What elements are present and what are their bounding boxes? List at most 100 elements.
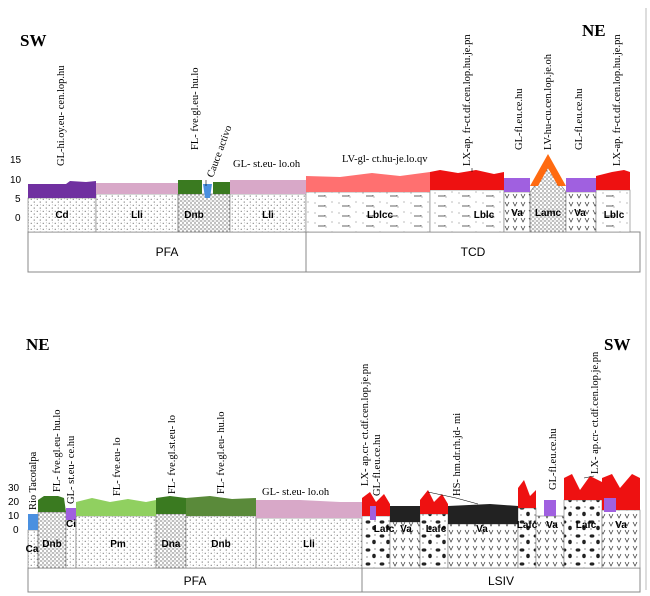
top-soil-lblc-2 bbox=[596, 170, 630, 190]
bottom-tick-10: 10 bbox=[8, 511, 20, 522]
top-unit-code-lblc-2: Lblc bbox=[604, 210, 625, 221]
bottom-unit-code-va-2: Va bbox=[476, 524, 488, 535]
bottom-bottom-bar bbox=[27, 567, 641, 593]
bottom-unit-code-va: Va bbox=[400, 524, 412, 535]
top-bar-label-tcd: TCD bbox=[461, 245, 486, 259]
bottom-soil-rio bbox=[28, 514, 38, 530]
bottom-unit-body-lli bbox=[255, 517, 363, 569]
bottom-unit-code-lafc-2: Lafc bbox=[426, 524, 447, 535]
top-label-gl-fl: GL-fl.eu.ce.hu bbox=[514, 88, 525, 150]
bottom-unit-code-va-4: Va bbox=[615, 520, 627, 531]
top-soil-lblc bbox=[430, 170, 504, 190]
top-tick-0: 0 bbox=[15, 213, 21, 224]
bottom-soil-lafc-3 bbox=[518, 480, 536, 508]
top-unit-code-lblc: Lblc bbox=[474, 210, 495, 221]
top-soil-va-2 bbox=[566, 178, 596, 192]
top-unit-code-lamc: Lamc bbox=[535, 208, 562, 219]
bottom-unit-code-dna: Dna bbox=[162, 539, 181, 550]
bottom-unit-code-dnb: Dnb bbox=[42, 539, 61, 550]
top-label-cauce-activo: Cauce activo bbox=[205, 124, 234, 179]
top-bottom-bar bbox=[27, 231, 641, 273]
top-soil-cauce bbox=[203, 184, 212, 198]
top-unit-body-lli bbox=[95, 193, 179, 233]
bottom-leader-lx bbox=[583, 475, 595, 479]
bottom-soil-dnb bbox=[38, 496, 66, 512]
top-label-lx-ap: LX-ap. fr-ct.df.cen.lop.hu.je.pn bbox=[462, 34, 473, 166]
bottom-unit-body-lafc bbox=[361, 515, 391, 569]
bottom-label-fl-fve: FL- fve.gl.eu- hu.lo bbox=[52, 409, 63, 492]
top-dir-left: SW bbox=[20, 31, 46, 50]
bottom-label-lx-ap-2: LX- ap.cr- ct.df.cen.lop.je.pn bbox=[590, 351, 601, 474]
bottom-label-fl-fve-eu: FL- fve.eu- lo bbox=[112, 437, 123, 496]
bottom-label-fl-fve-gl-st: FL- fve.gl.st.eu- lo bbox=[167, 415, 178, 494]
top-dir-right: NE bbox=[582, 21, 606, 40]
bottom-dir-left: NE bbox=[26, 335, 50, 354]
bottom-unit-body-va bbox=[389, 521, 421, 569]
bottom-soil-hs-2 bbox=[448, 504, 518, 524]
top-soil-lamc bbox=[530, 154, 566, 186]
top-label-gl-hi: GL-hi.oy.eu- cen.lop.hu bbox=[56, 65, 67, 166]
bottom-unit-code-dnb-2: Dnb bbox=[211, 539, 230, 550]
bottom-soil-dna bbox=[156, 496, 186, 514]
top-soil-lli bbox=[96, 183, 178, 194]
bottom-bar-label-pfa: PFA bbox=[184, 574, 207, 588]
bottom-tick-0: 0 bbox=[13, 525, 19, 536]
bottom-unit-body-va-4 bbox=[601, 509, 641, 569]
bottom-soil-lafc-2 bbox=[420, 490, 448, 514]
top-soil-lli-2 bbox=[230, 180, 306, 194]
top-label-fl-fve: FL- fve.gl.eu- hu.lo bbox=[190, 67, 201, 150]
bottom-soil-hs bbox=[390, 506, 420, 522]
top-label-gl-fl-2: GL-fl.eu.ce.hu bbox=[574, 88, 585, 150]
bottom-soil-va-cap bbox=[604, 498, 616, 512]
top-soil-cd bbox=[28, 181, 96, 198]
bottom-unit-body-dnb bbox=[37, 511, 67, 569]
bottom-soil-dnb-2 bbox=[186, 496, 256, 516]
top-bar-label-pfa: PFA bbox=[156, 245, 179, 259]
top-soil-lblcc bbox=[306, 172, 430, 192]
bottom-label-gl-st: GL- st.eu- ce.hu bbox=[66, 435, 77, 504]
bottom-bar-label-lsiv: LSIV bbox=[488, 574, 514, 588]
bottom-label-lx-ap: LX- ap.cr- ct.df.cen.lop.je.pn bbox=[360, 363, 371, 486]
bottom-soil-ci bbox=[66, 508, 76, 520]
bottom-soil-gl-fl-2 bbox=[544, 500, 556, 516]
bottom-leader-hs-b bbox=[455, 497, 479, 505]
top-unit-code-lli: Lli bbox=[131, 210, 143, 221]
bottom-unit-body-lafc-3 bbox=[517, 507, 537, 569]
top-unit-code-va: Va bbox=[511, 208, 523, 219]
bottom-unit-code-pm: Pm bbox=[110, 539, 126, 550]
top-unit-body-dnb bbox=[177, 193, 231, 233]
top-unit-code-dnb: Dnb bbox=[184, 210, 203, 221]
bottom-label-fl-fve-gl: FL- fve.gl.eu- hu.lo bbox=[216, 411, 227, 494]
bottom-label-gl-fl: GL-fl.eu.ce.hu bbox=[372, 434, 383, 496]
top-unit-code-cd: Cd bbox=[55, 210, 68, 221]
bottom-unit-code-ci: Ci bbox=[66, 519, 76, 530]
bottom-unit-code-lafc: Lafc bbox=[374, 524, 395, 535]
bottom-dir-right: SW bbox=[604, 335, 630, 354]
bottom-leader-hs-a bbox=[427, 491, 457, 499]
bottom-unit-code-va-3: Va bbox=[546, 520, 558, 531]
bottom-unit-code-lafc-4: Lafc bbox=[576, 520, 597, 531]
top-label-lv-hu: LV-hu-cu.cen.lop.je.oh bbox=[543, 53, 554, 150]
top-unit-code-lblcc: Lblcc bbox=[367, 210, 394, 221]
bottom-soil-gl-fl bbox=[370, 506, 376, 520]
top-unit-body-lblc bbox=[429, 189, 505, 233]
top-unit-body-lblc-2 bbox=[595, 189, 631, 233]
bottom-unit-code-lli: Lli bbox=[303, 539, 315, 550]
bottom-unit-body-dnb-2 bbox=[185, 515, 257, 569]
bottom-label-gl-fl-2: GL-fl.eu.ce.hu bbox=[548, 428, 559, 490]
bottom-label-gl-st-lo: GL- st.eu- lo.oh bbox=[262, 487, 330, 498]
top-y-axis: 15 10 5 0 bbox=[10, 155, 22, 224]
bottom-profile: NE SW 30 20 10 0 bbox=[8, 335, 641, 593]
top-label-lv-gl: LV-gl- ct.hu-je.lo.qv bbox=[342, 154, 428, 165]
top-soil-va bbox=[504, 178, 530, 192]
bottom-label-rio: Rio Tacotalpa bbox=[28, 451, 39, 510]
top-profile: SW NE 15 10 5 0 Cd L bbox=[10, 21, 641, 273]
top-unit-code-lli-2: Lli bbox=[262, 210, 274, 221]
bottom-y-axis: 30 20 10 0 bbox=[8, 483, 20, 536]
top-unit-code-va-2: Va bbox=[574, 208, 586, 219]
bottom-label-hs: HS- hm.dr.rh.jd- mi bbox=[452, 413, 463, 496]
top-label-gl-st: GL- st.eu- lo.oh bbox=[233, 159, 301, 170]
bottom-unit-code-ca: Ca bbox=[26, 544, 39, 555]
bottom-unit-body-lafc-2 bbox=[419, 513, 449, 569]
